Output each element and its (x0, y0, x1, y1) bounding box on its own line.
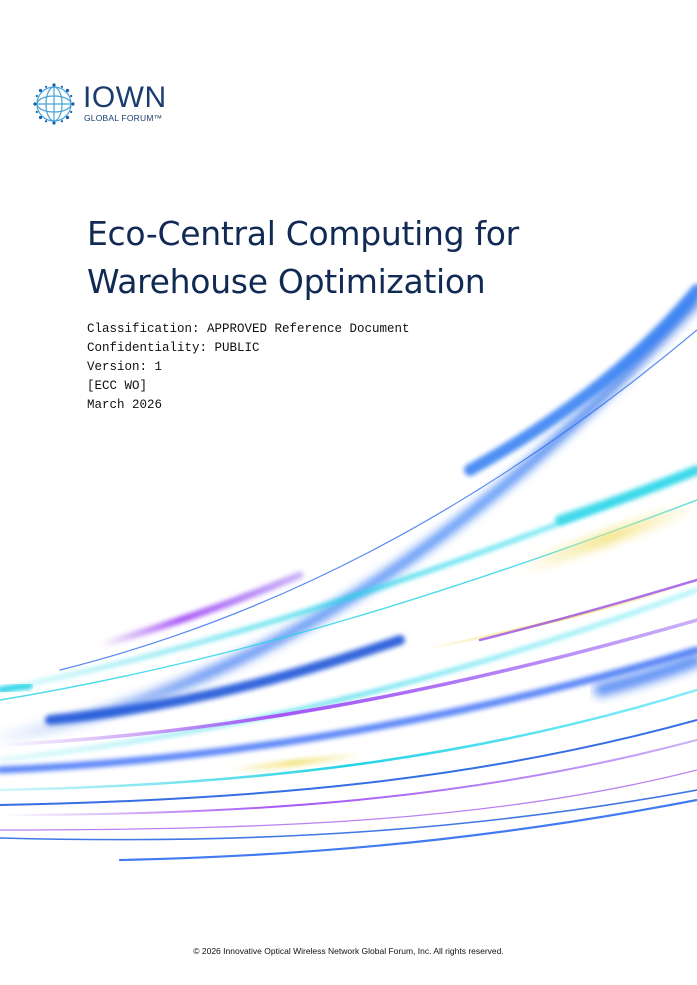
streak (0, 618, 697, 747)
title-line-2: Warehouse Optimization (87, 262, 486, 301)
document-code: [ECC WO] (87, 379, 148, 393)
title-line-1: Eco-Central Computing for (87, 214, 519, 253)
streak (514, 499, 697, 576)
logo-subtitle: GLOBAL FORUM™ (84, 113, 163, 123)
classification-text: Classification: APPROVED Reference Docum… (87, 322, 410, 336)
streak (0, 688, 697, 792)
streak (0, 769, 697, 831)
iown-logo: IOWN GLOBAL FORUM™ (30, 80, 190, 128)
document-date: March 2026 (87, 398, 163, 412)
streak (555, 465, 697, 525)
document-title: Eco-Central Computing for Warehouse Opti… (87, 210, 667, 306)
streak (594, 654, 697, 696)
streak (464, 284, 697, 476)
streak (0, 739, 697, 816)
streak (227, 752, 363, 773)
streak (59, 329, 697, 671)
confidentiality-text: Confidentiality: PUBLIC (87, 341, 260, 355)
copyright-footer: © 2026 Innovative Optical Wireless Netwo… (193, 946, 504, 956)
streak (0, 588, 697, 762)
streak (478, 578, 697, 642)
document-metadata: Classification: APPROVED Reference Docum… (87, 320, 410, 415)
streak (96, 571, 304, 649)
streak (118, 798, 697, 862)
streak (0, 719, 697, 806)
logo-wordmark: IOWN (83, 81, 167, 114)
streak (0, 295, 697, 743)
streak (0, 789, 697, 841)
streak (0, 683, 33, 693)
version-text: Version: 1 (87, 360, 163, 374)
streak (45, 635, 405, 725)
light-streaks-artwork (0, 284, 697, 862)
globe-mesh-icon (33, 83, 75, 125)
streak (0, 646, 697, 774)
